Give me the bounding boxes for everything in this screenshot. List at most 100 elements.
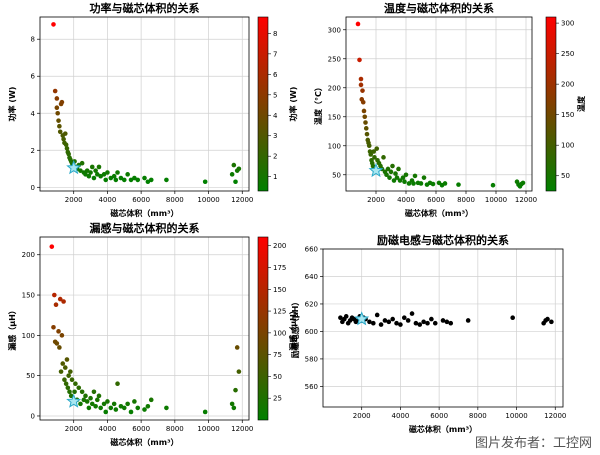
y-tick-label: 0 — [31, 184, 35, 192]
data-point — [52, 292, 57, 298]
data-point — [148, 397, 154, 403]
y-axis-label: 漏感（μH） — [7, 306, 17, 351]
data-point — [366, 143, 372, 149]
data-point — [135, 405, 141, 411]
x-tick-label: 10000 — [197, 196, 219, 204]
colorbar-tick-label: 50 — [561, 172, 570, 180]
data-point — [86, 173, 92, 179]
data-point — [234, 345, 240, 350]
y-tick-label: 640 — [305, 273, 318, 281]
data-point — [63, 381, 69, 387]
x-tick-label: 2000 — [353, 412, 371, 420]
data-point — [51, 324, 56, 330]
y-tick-label: 300 — [328, 26, 341, 34]
data-point — [362, 114, 368, 120]
colorbar-label: 漏感（μH） — [288, 306, 298, 351]
data-point — [164, 177, 169, 183]
x-tick-label: 12000 — [231, 196, 253, 204]
data-point — [95, 397, 100, 403]
y-axis-label: 励磁电感（μH） — [290, 298, 300, 359]
data-point — [421, 175, 427, 180]
colorbar — [257, 236, 269, 421]
data-point — [115, 381, 120, 387]
colorbar-tick-label: 125 — [273, 308, 286, 316]
data-point — [510, 315, 515, 320]
data-point — [49, 244, 55, 249]
x-tick-label: 6000 — [430, 412, 448, 420]
highlight-star-marker — [368, 162, 384, 178]
data-point — [164, 405, 169, 411]
y-tick-label: 560 — [305, 383, 318, 391]
data-point — [91, 175, 97, 181]
plot-frame — [322, 248, 564, 408]
data-point — [68, 369, 73, 374]
x-tick-label: 4000 — [397, 196, 415, 204]
data-point — [387, 175, 392, 180]
chart-title: 功率与磁芯体积的关系 — [90, 1, 200, 15]
y-tick-label: 100 — [22, 332, 35, 340]
data-point — [118, 175, 124, 181]
data-point — [64, 357, 70, 362]
data-point — [371, 149, 377, 154]
data-point — [58, 369, 64, 374]
data-point — [421, 319, 426, 325]
y-tick-label: 150 — [328, 113, 341, 121]
data-point — [363, 126, 369, 131]
data-point — [78, 168, 83, 173]
y-tick-label: 2 — [31, 147, 35, 155]
data-point — [128, 409, 134, 415]
data-point — [229, 401, 235, 407]
data-point — [355, 21, 361, 27]
data-point — [51, 22, 56, 27]
data-point — [132, 399, 137, 404]
chart-2: 温度与磁芯体积的关系 2000 4000 6000 8000 10000 12000 50 10… — [313, 1, 586, 218]
x-tick-label: 2000 — [367, 196, 385, 204]
data-point — [60, 361, 66, 366]
colorbar-tick-label: 175 — [273, 264, 286, 272]
data-point — [101, 401, 107, 407]
data-point — [545, 316, 550, 322]
plot-frame — [345, 16, 533, 192]
data-point — [103, 409, 109, 415]
data-point — [372, 155, 377, 160]
data-point — [56, 118, 61, 123]
x-tick-label: 8000 — [166, 196, 184, 204]
data-point — [520, 180, 526, 186]
colorbar-tick-label: 8 — [273, 30, 277, 38]
data-point — [378, 322, 384, 327]
colorbar-tick-label: 5 — [273, 91, 277, 99]
data-point — [88, 395, 93, 401]
data-point — [62, 131, 68, 136]
data-point — [88, 170, 93, 175]
data-point — [448, 320, 454, 326]
data-point — [66, 151, 71, 157]
data-point — [394, 175, 400, 180]
x-tick-label: 12000 — [515, 196, 537, 204]
data-point — [363, 120, 368, 125]
data-point — [145, 179, 151, 185]
data-point — [121, 405, 127, 411]
colorbar-tick-label: 50 — [273, 373, 282, 381]
colorbar — [545, 16, 557, 192]
data-point — [142, 175, 147, 181]
x-axis-label: 磁芯体积（mm³） — [110, 208, 178, 218]
data-point — [490, 182, 496, 188]
y-tick-label: 4 — [31, 110, 36, 118]
data-point — [406, 181, 412, 186]
colorbar — [257, 16, 269, 192]
y-tick-label: 8 — [31, 36, 35, 44]
x-axis-label: 磁芯体积（mm³） — [405, 208, 473, 218]
x-tick-label: 10000 — [505, 412, 527, 420]
colorbar-tick-label: 2 — [273, 153, 277, 161]
data-point — [397, 178, 403, 183]
data-point — [417, 322, 423, 327]
data-point — [358, 76, 364, 82]
data-point — [57, 345, 62, 350]
data-point — [121, 177, 127, 183]
data-point — [73, 381, 78, 387]
data-point — [84, 168, 90, 173]
data-point — [233, 387, 238, 393]
chart-4: 励磁电感与磁芯体积的关系 2000 4000 6000 8000 10000 12000 56… — [290, 233, 566, 434]
data-point — [54, 105, 60, 111]
data-point — [360, 88, 365, 93]
